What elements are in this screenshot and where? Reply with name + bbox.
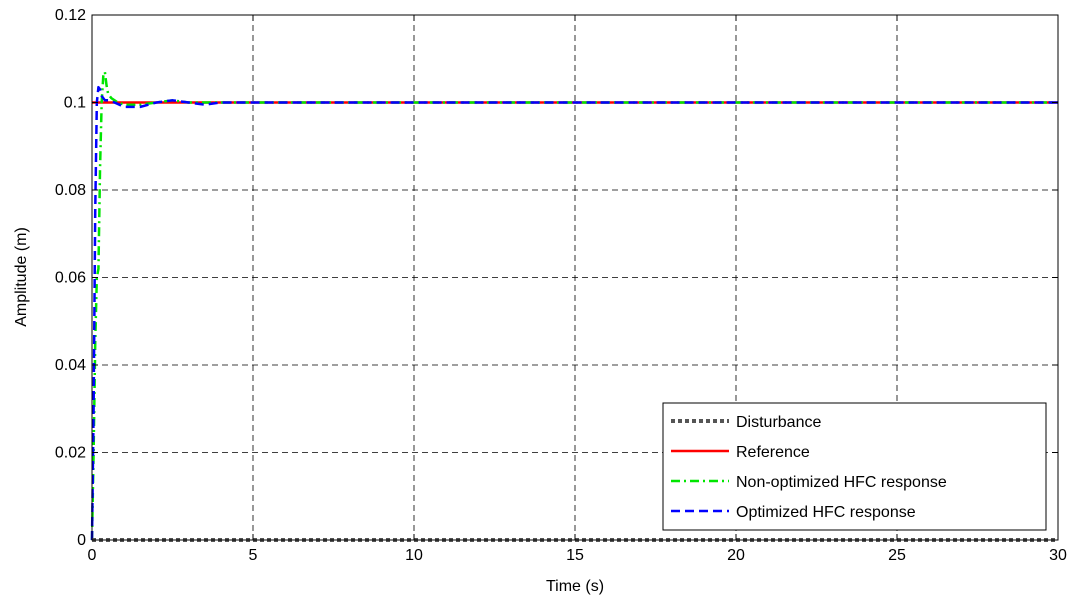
y-tick-label: 0.02 bbox=[55, 445, 86, 462]
x-tick-label: 30 bbox=[1049, 547, 1067, 564]
x-axis-label: Time (s) bbox=[546, 578, 604, 595]
y-tick-label: 0.1 bbox=[64, 95, 86, 112]
x-tick-label: 5 bbox=[249, 547, 258, 564]
x-tick-label: 20 bbox=[727, 547, 745, 564]
y-tick-label: 0.06 bbox=[55, 270, 86, 287]
y-tick-label: 0.04 bbox=[55, 357, 86, 374]
legend-label: Optimized HFC response bbox=[736, 504, 916, 521]
legend: Disturbance Reference Non-optimized HFC re… bbox=[662, 402, 1047, 531]
legend-label: Non-optimized HFC response bbox=[736, 474, 947, 491]
axis-ticks: 0 5 10 15 20 25 30 0 0.02 0.04 0.06 0.08 0.1 0.12 bbox=[55, 7, 1067, 564]
y-axis-label: Amplitude (m) bbox=[13, 227, 30, 327]
x-tick-label: 15 bbox=[566, 547, 584, 564]
legend-label: Disturbance bbox=[736, 414, 821, 431]
legend-label: Reference bbox=[736, 444, 810, 461]
x-tick-label: 0 bbox=[88, 547, 97, 564]
x-tick-label: 25 bbox=[888, 547, 906, 564]
y-tick-label: 0 bbox=[77, 532, 86, 549]
y-tick-label: 0.08 bbox=[55, 182, 86, 199]
legend-box bbox=[662, 402, 1047, 531]
y-tick-label: 0.12 bbox=[55, 7, 86, 24]
x-tick-label: 10 bbox=[405, 547, 423, 564]
